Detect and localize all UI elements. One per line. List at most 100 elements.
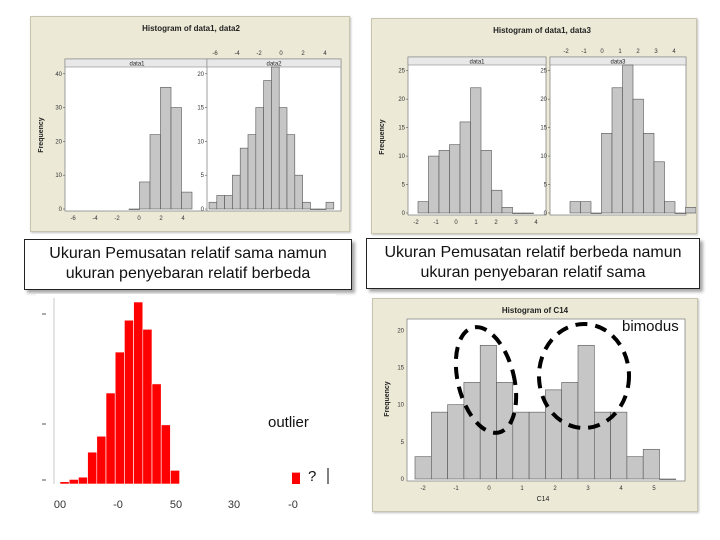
bar-data2-3 <box>232 174 241 210</box>
red-bar-5 <box>105 392 116 485</box>
panel-strip-data3 <box>549 56 687 66</box>
x-tick-data1-4: 2 <box>159 216 163 222</box>
c14-bar-13 <box>626 456 644 480</box>
y-tick-data3-5: 25 <box>540 69 547 75</box>
y-tick-data1-4: 20 <box>398 97 405 103</box>
red-bar-0 <box>59 481 70 485</box>
bar-data3-5 <box>622 64 634 214</box>
x-tick-data1-0: -6 <box>70 216 76 222</box>
red-histogram-area: 00 -0 50 30 -0 <box>36 294 336 516</box>
c14-y-tick-0: 0 <box>401 477 405 483</box>
y-tick-data1-0: 0 <box>402 211 406 217</box>
bar-data3-7 <box>643 133 655 214</box>
x-tick-data3-5: 3 <box>654 49 658 55</box>
y-tick-data3-3: 15 <box>540 126 547 132</box>
bar-data1-0 <box>417 201 429 214</box>
x-tick-data1-1: -4 <box>92 216 98 222</box>
red-bar-9 <box>142 328 153 485</box>
bar-data2-5 <box>247 134 257 210</box>
c14-x-tick-5: 3 <box>586 486 590 492</box>
c14-x-label: C14 <box>537 496 550 503</box>
caption-right: Ukuran Pemusatan relatif berbeda namun u… <box>366 238 700 289</box>
chart-title: Histogram of data1, data3 <box>493 26 591 35</box>
c14-x-tick-7: 5 <box>652 486 656 492</box>
panel-frame-data1 <box>64 58 210 212</box>
red-bar-6 <box>114 351 125 485</box>
bar-data1-2 <box>438 150 450 214</box>
y-tick-data1-2: 20 <box>55 139 62 145</box>
x-tick-data1-0: -2 <box>413 220 419 226</box>
x-tick-data2-4: 2 <box>301 51 305 57</box>
c14-y-tick-3: 15 <box>397 366 404 372</box>
bar-data1-1 <box>139 181 151 210</box>
bar-data3-0 <box>569 201 581 214</box>
bar-data3-2 <box>590 212 602 214</box>
bar-data2-0 <box>208 201 218 210</box>
c14-bar-12 <box>610 411 628 480</box>
red-histogram: 00 -0 50 30 -0 <box>42 298 329 511</box>
c14-x-tick-3: 1 <box>520 486 524 492</box>
question-mark: ? <box>308 468 317 485</box>
y-axis-label: Frequency <box>379 119 386 155</box>
panel-name-data1: data1 <box>469 60 485 66</box>
histogram-data1-data2: Histogram of data1, data2 Frequency data1 0… <box>38 24 342 222</box>
bar-data1-3 <box>160 86 172 210</box>
red-bar-7 <box>124 319 134 485</box>
bar-data3-10 <box>674 212 686 214</box>
y-tick-data1-3: 15 <box>398 126 405 132</box>
bar-data1-5 <box>181 191 193 210</box>
x-tick-data1-5: 3 <box>514 220 518 226</box>
y-tick-data2-1: 5 <box>201 173 205 179</box>
c14-x-tick-1: -1 <box>453 486 459 492</box>
red-bar-1 <box>68 479 79 485</box>
c14-x-tick-0: -2 <box>420 486 426 492</box>
bar-data3-3 <box>601 133 613 214</box>
panel-name-data3: data3 <box>610 60 626 66</box>
bar-data1-8 <box>501 207 513 214</box>
bar-data1-3 <box>449 144 461 214</box>
red-x-tick-2: 50 <box>170 499 182 511</box>
bar-data2-12 <box>302 201 311 210</box>
x-tick-data2-2: -2 <box>256 51 262 57</box>
x-tick-data3-1: -1 <box>581 49 587 55</box>
bar-data1-4 <box>459 121 471 214</box>
x-tick-data3-3: 1 <box>618 49 622 55</box>
y-tick-data1-0: 0 <box>59 207 63 213</box>
c14-bar-15 <box>659 478 677 480</box>
x-tick-data1-2: -2 <box>114 216 120 222</box>
y-tick-data3-4: 20 <box>540 97 547 103</box>
x-tick-data3-0: -2 <box>563 49 569 55</box>
outlier-label: outlier <box>268 414 309 431</box>
panel-name-data2: data2 <box>266 62 282 68</box>
bar-data1-6 <box>480 150 492 214</box>
y-tick-data2-3: 15 <box>197 106 204 112</box>
histogram-data1-data3-panel: Histogram of data1, data3 Frequency data1 0… <box>371 18 697 234</box>
x-tick-data1-4: 2 <box>494 220 498 226</box>
y-tick-data1-1: 10 <box>55 173 62 179</box>
c14-x-tick-2: 0 <box>487 486 491 492</box>
bar-data2-1 <box>216 195 225 210</box>
x-tick-data2-1: -4 <box>234 51 240 57</box>
x-tick-data1-5: 4 <box>181 216 185 222</box>
x-tick-data1-3: 1 <box>474 220 478 226</box>
x-tick-data1-1: -1 <box>433 220 439 226</box>
y-tick-data3-0: 0 <box>544 211 548 217</box>
bar-data2-2 <box>224 195 233 210</box>
red-x-tick-0: 00 <box>54 499 66 511</box>
y-tick-data2-2: 10 <box>197 139 204 145</box>
red-bar-3 <box>87 451 98 485</box>
bar-data2-9 <box>278 107 288 210</box>
red-bar-4 <box>96 435 107 485</box>
panel-strip-data1 <box>407 56 547 66</box>
bar-data3-8 <box>653 161 665 214</box>
bar-data2-11 <box>294 174 303 210</box>
mode-ellipse-left <box>453 325 519 435</box>
y-tick-data2-4: 20 <box>197 72 204 78</box>
bar-data3-11 <box>685 207 697 214</box>
red-bar-11 <box>160 424 171 485</box>
bar-data3-1 <box>580 201 592 214</box>
c14-y-label: Frequency <box>384 381 391 417</box>
bar-data2-15 <box>325 201 335 210</box>
bimodal-highlight <box>453 322 631 435</box>
bar-data3-6 <box>632 98 644 214</box>
